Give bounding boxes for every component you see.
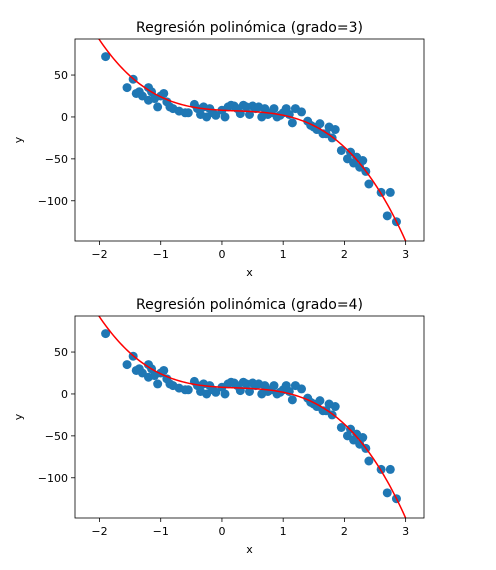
data-point	[297, 107, 307, 117]
data-point	[385, 464, 395, 474]
data-point	[358, 156, 368, 166]
data-point	[297, 384, 307, 394]
data-point	[183, 108, 193, 118]
x-tick-label: −2	[91, 525, 107, 538]
x-tick-label: 0	[218, 525, 225, 538]
y-tick-label: 50	[54, 69, 68, 82]
data-point	[101, 329, 111, 339]
data-point	[287, 395, 297, 405]
data-point	[269, 381, 279, 391]
chart-2: −2 −1 0 1 2 3 50 0 −50 −100 Regresión polinómica (…	[12, 297, 425, 556]
data-point	[211, 387, 221, 397]
data-point	[159, 88, 169, 98]
y-tick-label: −50	[45, 430, 68, 443]
data-point	[336, 422, 346, 432]
x-tick-label: 1	[280, 525, 287, 538]
chart-title: Regresión polinómica (grado=3)	[136, 20, 363, 36]
data-point	[287, 118, 297, 128]
data-points	[101, 329, 401, 504]
axes-frame	[74, 38, 425, 242]
data-point	[153, 102, 163, 112]
data-point	[330, 402, 340, 412]
data-point	[315, 119, 325, 129]
data-point	[122, 360, 132, 370]
x-tick-label: 3	[402, 525, 409, 538]
y-tick-label: 0	[61, 388, 68, 401]
data-point	[183, 385, 193, 395]
data-point	[358, 433, 368, 443]
axes-frame	[74, 315, 425, 519]
x-tick-label: 2	[341, 525, 348, 538]
data-point	[315, 396, 325, 406]
x-tick-label: 3	[402, 248, 409, 261]
data-point	[364, 456, 374, 466]
data-point	[122, 83, 132, 93]
y-tick-label: −100	[38, 472, 68, 485]
data-point	[269, 104, 279, 114]
y-tick-label: −100	[38, 195, 68, 208]
data-point	[364, 179, 374, 189]
y-tick-label: 0	[61, 111, 68, 124]
fit-curve	[98, 316, 407, 518]
x-axis-label: x	[246, 266, 253, 279]
y-axis-label: y	[12, 413, 25, 420]
data-point	[211, 110, 221, 120]
data-point	[385, 187, 395, 197]
x-tick-label: −1	[153, 525, 169, 538]
y-axis-label: y	[12, 136, 25, 143]
x-tick-label: −1	[153, 248, 169, 261]
data-point	[101, 52, 111, 62]
x-tick-label: 2	[341, 248, 348, 261]
fit-curve	[98, 39, 407, 241]
y-tick-label: −50	[45, 153, 68, 166]
data-point	[159, 365, 169, 375]
data-point	[220, 389, 230, 399]
data-point	[330, 125, 340, 135]
data-point	[336, 145, 346, 155]
y-tick-label: 50	[54, 346, 68, 359]
data-point	[382, 488, 392, 498]
plot-area	[98, 39, 407, 241]
data-point	[382, 211, 392, 221]
x-tick-label: 1	[280, 248, 287, 261]
chart-title: Regresión polinómica (grado=4)	[136, 297, 363, 313]
data-point	[220, 112, 230, 122]
x-tick-label: −2	[91, 248, 107, 261]
chart-1: −2 −1 0 1 2 3 50 0 −50 −100 Regresión polinómica (…	[12, 20, 425, 279]
data-point	[153, 379, 163, 389]
x-axis-label: x	[246, 543, 253, 556]
data-points	[101, 52, 401, 227]
x-tick-label: 0	[218, 248, 225, 261]
plot-area	[98, 316, 407, 518]
